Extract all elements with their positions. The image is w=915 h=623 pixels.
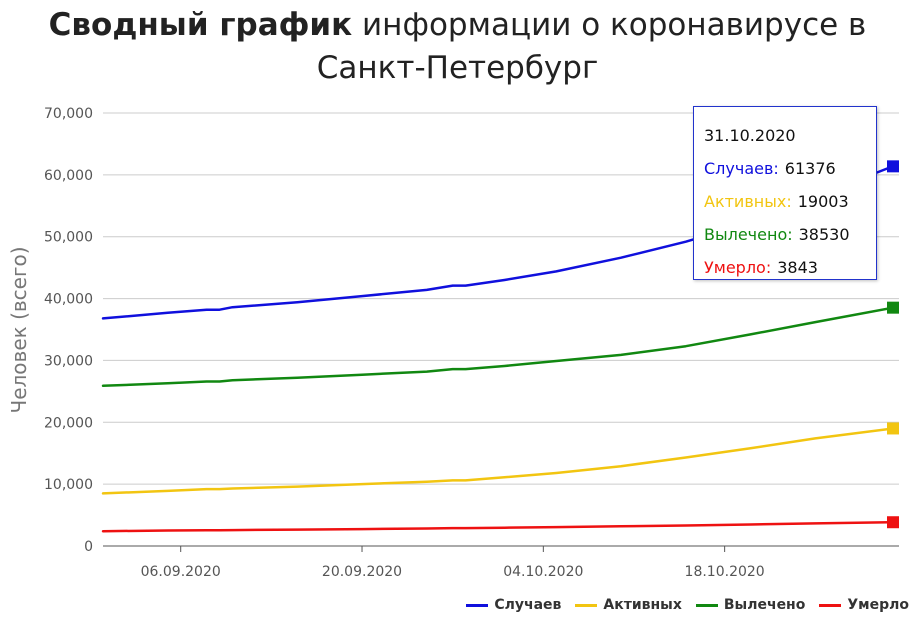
- data-tooltip: 31.10.2020 Случаев: 61376 Активных: 19003 Вы…: [693, 106, 877, 280]
- tooltip-date: 31.10.2020: [704, 126, 796, 145]
- tooltip-rows: Случаев: 61376 Активных: 19003 Вылечено: 3853…: [704, 152, 876, 284]
- tooltip-row-value: 3843: [777, 258, 818, 277]
- chart-legend: Случаев Активных Вылечено Умерло: [466, 597, 909, 613]
- tooltip-row-value: 38530: [798, 225, 850, 244]
- legend-item[interactable]: Вылечено: [695, 597, 806, 613]
- y-tick-label: 10,000: [44, 477, 93, 493]
- y-tick-label: 50,000: [44, 230, 93, 246]
- x-tick-label: 20.09.2020: [322, 564, 402, 580]
- tooltip-row-value: 19003: [797, 192, 849, 211]
- series-end-marker: [887, 516, 899, 529]
- series-end-marker: [887, 301, 899, 314]
- x-axis-ticks: 06.09.2020 20.09.2020 04.10.2020 18.10.2020: [141, 546, 765, 580]
- tooltip-row: Активных: 19003: [704, 185, 876, 218]
- legend-item[interactable]: Случаев: [466, 597, 561, 613]
- legend-label: Случаев: [494, 597, 562, 613]
- legend-label: Умерло: [847, 597, 909, 613]
- series-end-marker: [887, 160, 899, 173]
- legend-item[interactable]: Активных: [575, 597, 682, 613]
- y-tick-label: 60,000: [44, 168, 93, 184]
- legend-swatch: [466, 603, 489, 607]
- legend-label: Вылечено: [723, 597, 806, 613]
- y-axis-label: Человек (всего): [7, 246, 31, 413]
- chart-title-rest: информации о коронавирусе в Санкт-Петерб…: [316, 7, 867, 86]
- tooltip-row-label: Умерло:: [704, 258, 772, 277]
- tooltip-row-value: 61376: [784, 159, 836, 178]
- y-tick-label: 70,000: [44, 106, 93, 122]
- gridlines: [103, 112, 899, 547]
- legend-swatch: [695, 603, 718, 607]
- series-line-Умерло: [101, 520, 895, 533]
- legend-item[interactable]: Умерло: [819, 597, 909, 613]
- series-line-Вылечено: [101, 306, 895, 388]
- y-tick-label: 40,000: [44, 292, 93, 308]
- legend-swatch: [575, 603, 598, 607]
- y-tick-label: 20,000: [44, 415, 93, 431]
- tooltip-row: Случаев: 61376: [704, 152, 876, 185]
- tooltip-row: Умерло: 3843: [704, 251, 876, 284]
- tooltip-row: Вылечено: 38530: [704, 218, 876, 251]
- chart-title-bold: Сводный график: [48, 7, 353, 43]
- legend-swatch: [819, 603, 842, 607]
- x-tick-label: 18.10.2020: [685, 564, 765, 580]
- x-tick-label: 04.10.2020: [503, 564, 583, 580]
- x-tick-label: 06.09.2020: [141, 564, 221, 580]
- y-tick-label: 30,000: [44, 353, 93, 369]
- tooltip-row-label: Случаев:: [704, 159, 779, 178]
- series-line-Активных: [101, 427, 895, 495]
- series-end-marker: [887, 422, 899, 435]
- tooltip-row-label: Вылечено:: [704, 225, 793, 244]
- y-tick-label: 0: [84, 539, 93, 555]
- tooltip-row-label: Активных:: [704, 192, 792, 211]
- chart-title: Сводный график информации о коронавирусе…: [0, 4, 915, 90]
- legend-label: Активных: [603, 597, 682, 613]
- y-axis-ticks: 0 10,000 20,000 30,000 40,000 50,000 60,000 70,…: [44, 106, 93, 555]
